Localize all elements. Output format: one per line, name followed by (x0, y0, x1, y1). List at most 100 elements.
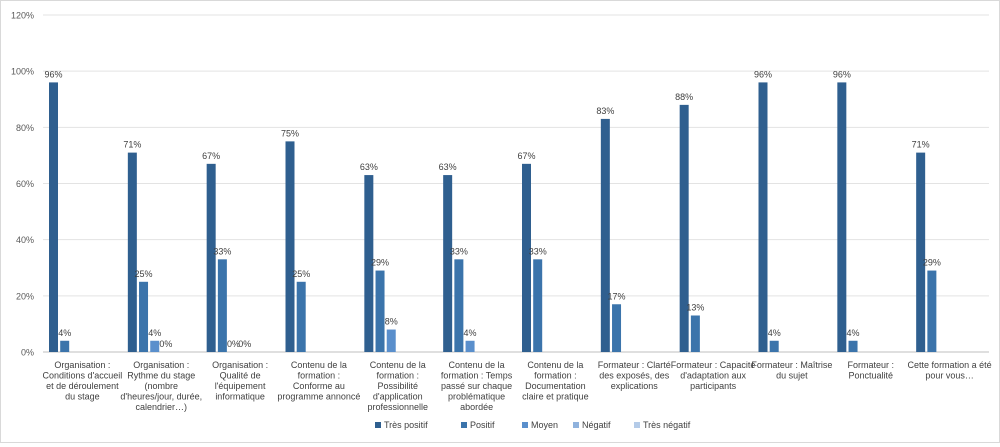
x-tick-label-line: du sujet (776, 371, 808, 381)
x-tick-label: Formateur : Clarté des exposés, des explic… (598, 360, 671, 391)
bar (139, 281, 149, 352)
x-tick-label-line: abordée (460, 402, 493, 412)
x-tick-label: Contenu de la formation : Conforme au progr… (277, 360, 360, 402)
legend-label: Très négatif (643, 420, 691, 430)
x-tick-label-line: Organisation : (54, 360, 110, 370)
x-tick-label: Formateur : Ponctualité (847, 360, 894, 381)
bar (150, 340, 160, 352)
x-tick-label-line: passé sur chaque (441, 381, 512, 391)
data-label: 4% (768, 328, 781, 338)
y-tick-label: 20% (16, 291, 34, 301)
data-label: 83% (596, 106, 614, 116)
x-tick-label-line: formation : Temps (441, 371, 513, 381)
x-tick-label-line: formation : (376, 371, 419, 381)
legend-swatch (573, 422, 579, 428)
bar (600, 118, 610, 353)
x-tick-label-line: Formateur : Capacité (671, 360, 756, 370)
bar (769, 340, 779, 352)
bar (375, 270, 385, 352)
x-tick-label-line: participants (690, 381, 737, 391)
data-label: 96% (833, 69, 851, 79)
x-tick-label-line: Conditions d'accueil (43, 371, 123, 381)
x-tick-label-line: d'application (373, 392, 423, 402)
bar (848, 340, 858, 352)
x-tick-label-line: Qualité de (220, 371, 261, 381)
x-tick-label-line: Cette formation a été (908, 360, 992, 370)
data-label: 8% (385, 317, 398, 327)
x-tick-label-line: Possibilité (377, 381, 418, 391)
data-label: 29% (371, 258, 389, 268)
x-tick-label: Contenu de la formation : Documentation cla… (522, 360, 589, 402)
x-tick-label: Organisation : Qualité de l'équipement info… (212, 360, 268, 402)
bar (916, 152, 926, 352)
x-tick-label-line: (nombre (144, 381, 178, 391)
data-label: 67% (517, 151, 535, 161)
y-tick-label: 0% (21, 348, 34, 358)
bar (522, 163, 531, 352)
bar (60, 340, 70, 352)
data-label: 4% (148, 328, 161, 338)
x-tick-label: Contenu de la formation : Temps passé sur … (441, 360, 513, 412)
data-label: 25% (292, 269, 310, 279)
x-tick-label-line: Formateur : Maîtrise (751, 360, 832, 370)
bar (679, 104, 689, 352)
y-tick-label: 60% (16, 179, 34, 189)
bar (612, 304, 622, 352)
bar (690, 315, 700, 352)
legend-swatch (461, 422, 467, 428)
x-tick-label-line: du stage (65, 392, 100, 402)
x-tick-label-line: professionnelle (367, 402, 428, 412)
bar (927, 270, 937, 352)
y-tick-label: 120% (11, 11, 34, 21)
data-label: 75% (281, 128, 299, 138)
legend-label: Négatif (582, 420, 611, 430)
x-tick-label-line: Contenu de la (291, 360, 347, 370)
x-tick-label-line: Contenu de la (370, 360, 426, 370)
x-tick-label-line: Formateur : (847, 360, 894, 370)
x-tick-label-line: Formateur : Clarté (598, 360, 671, 370)
data-label: 0% (227, 339, 240, 349)
data-label: 67% (202, 151, 220, 161)
legend-label: Positif (470, 420, 495, 430)
x-tick-label-line: Contenu de la (449, 360, 505, 370)
x-tick-label-line: Organisation : (212, 360, 268, 370)
x-tick-label-line: des exposés, des (599, 371, 670, 381)
legend-swatch (375, 422, 381, 428)
x-tick-label: Formateur : Maîtrise du sujet (751, 360, 832, 381)
x-tick-label-line: d'adaptation aux (680, 371, 746, 381)
y-tick-label: 100% (11, 67, 34, 77)
x-tick-label-line: calendrier…) (135, 402, 187, 412)
bar (296, 281, 306, 352)
x-tick-label-line: d'heures/jour, durée, (120, 392, 202, 402)
x-tick-label-line: l'équipement (215, 381, 266, 391)
bar (465, 340, 475, 352)
x-tick-label-line: Rythme du stage (127, 371, 195, 381)
bar (533, 259, 543, 352)
x-tick-label: Cette formation a été pour vous… (908, 360, 992, 381)
x-tick-label: Organisation : Conditions d'accueil et de … (43, 360, 123, 402)
legend-label: Très positif (384, 420, 428, 430)
x-tick-label-line: programme annoncé (277, 392, 360, 402)
bar (217, 259, 227, 352)
x-tick-label: Contenu de la formation : Possibilité d'app… (367, 360, 428, 412)
data-label: 63% (439, 162, 457, 172)
bar (285, 141, 295, 352)
x-tick-label-line: claire et pratique (522, 392, 589, 402)
bar (127, 152, 137, 352)
data-label: 96% (754, 69, 772, 79)
legend-label: Moyen (531, 420, 558, 430)
data-label: 25% (135, 269, 153, 279)
x-tick-label-line: Ponctualité (848, 371, 893, 381)
x-tick-label-line: Organisation : (133, 360, 189, 370)
x-tick-label-line: problématique (448, 392, 505, 402)
x-tick-label-line: et de déroulement (46, 381, 119, 391)
legend-swatch (522, 422, 528, 428)
data-label: 71% (912, 140, 930, 150)
x-tick-label: Organisation : Rythme du stage (nombre d'he… (120, 360, 202, 412)
bar (443, 175, 453, 352)
data-label: 13% (686, 302, 704, 312)
data-label: 33% (529, 246, 547, 256)
bar (454, 259, 464, 352)
